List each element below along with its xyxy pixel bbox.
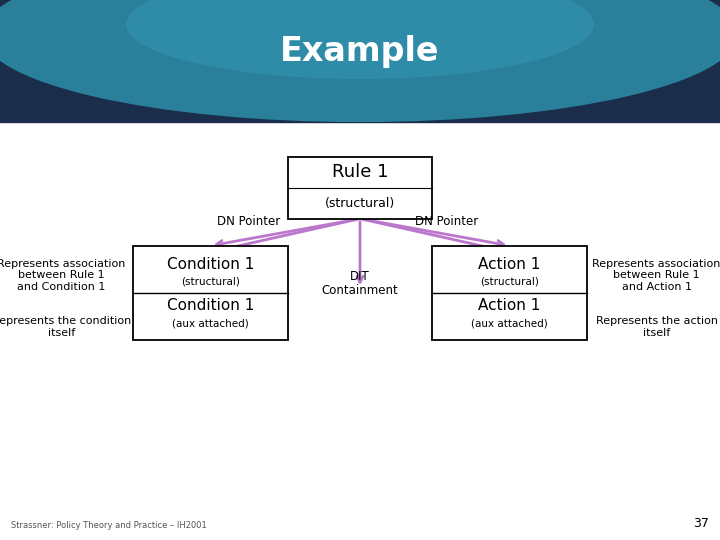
Text: Represents the action
itself: Represents the action itself [595, 316, 718, 338]
Text: (aux attached): (aux attached) [172, 318, 249, 328]
Ellipse shape [0, 0, 720, 122]
Text: Represents association
between Rule 1
and Condition 1: Represents association between Rule 1 an… [0, 259, 125, 292]
Ellipse shape [126, 0, 594, 79]
Text: (structural): (structural) [181, 276, 240, 287]
Bar [0, 0, 720, 122]
Text: Example: Example [280, 35, 440, 68]
Text: DN Pointer: DN Pointer [217, 215, 280, 228]
Text: Action 1: Action 1 [478, 257, 541, 272]
Text: Represents the condition
itself: Represents the condition itself [0, 316, 131, 338]
FancyBboxPatch shape [288, 157, 432, 219]
Text: DN Pointer: DN Pointer [415, 215, 478, 228]
Text: Condition 1: Condition 1 [167, 257, 254, 272]
Text: DIT
Containment: DIT Containment [322, 269, 398, 298]
Text: Rule 1: Rule 1 [332, 163, 388, 181]
FancyBboxPatch shape [133, 246, 288, 340]
Text: Condition 1: Condition 1 [167, 298, 254, 313]
Text: Action 1: Action 1 [478, 298, 541, 313]
Text: Strassner: Policy Theory and Practice – IH2001: Strassner: Policy Theory and Practice – … [11, 521, 207, 530]
Text: (structural): (structural) [480, 276, 539, 287]
FancyBboxPatch shape [432, 246, 587, 340]
Text: 37: 37 [693, 517, 709, 530]
Text: (structural): (structural) [325, 197, 395, 210]
Text: Represents association
between Rule 1
and Action 1: Represents association between Rule 1 an… [593, 259, 720, 292]
Text: (aux attached): (aux attached) [471, 318, 548, 328]
